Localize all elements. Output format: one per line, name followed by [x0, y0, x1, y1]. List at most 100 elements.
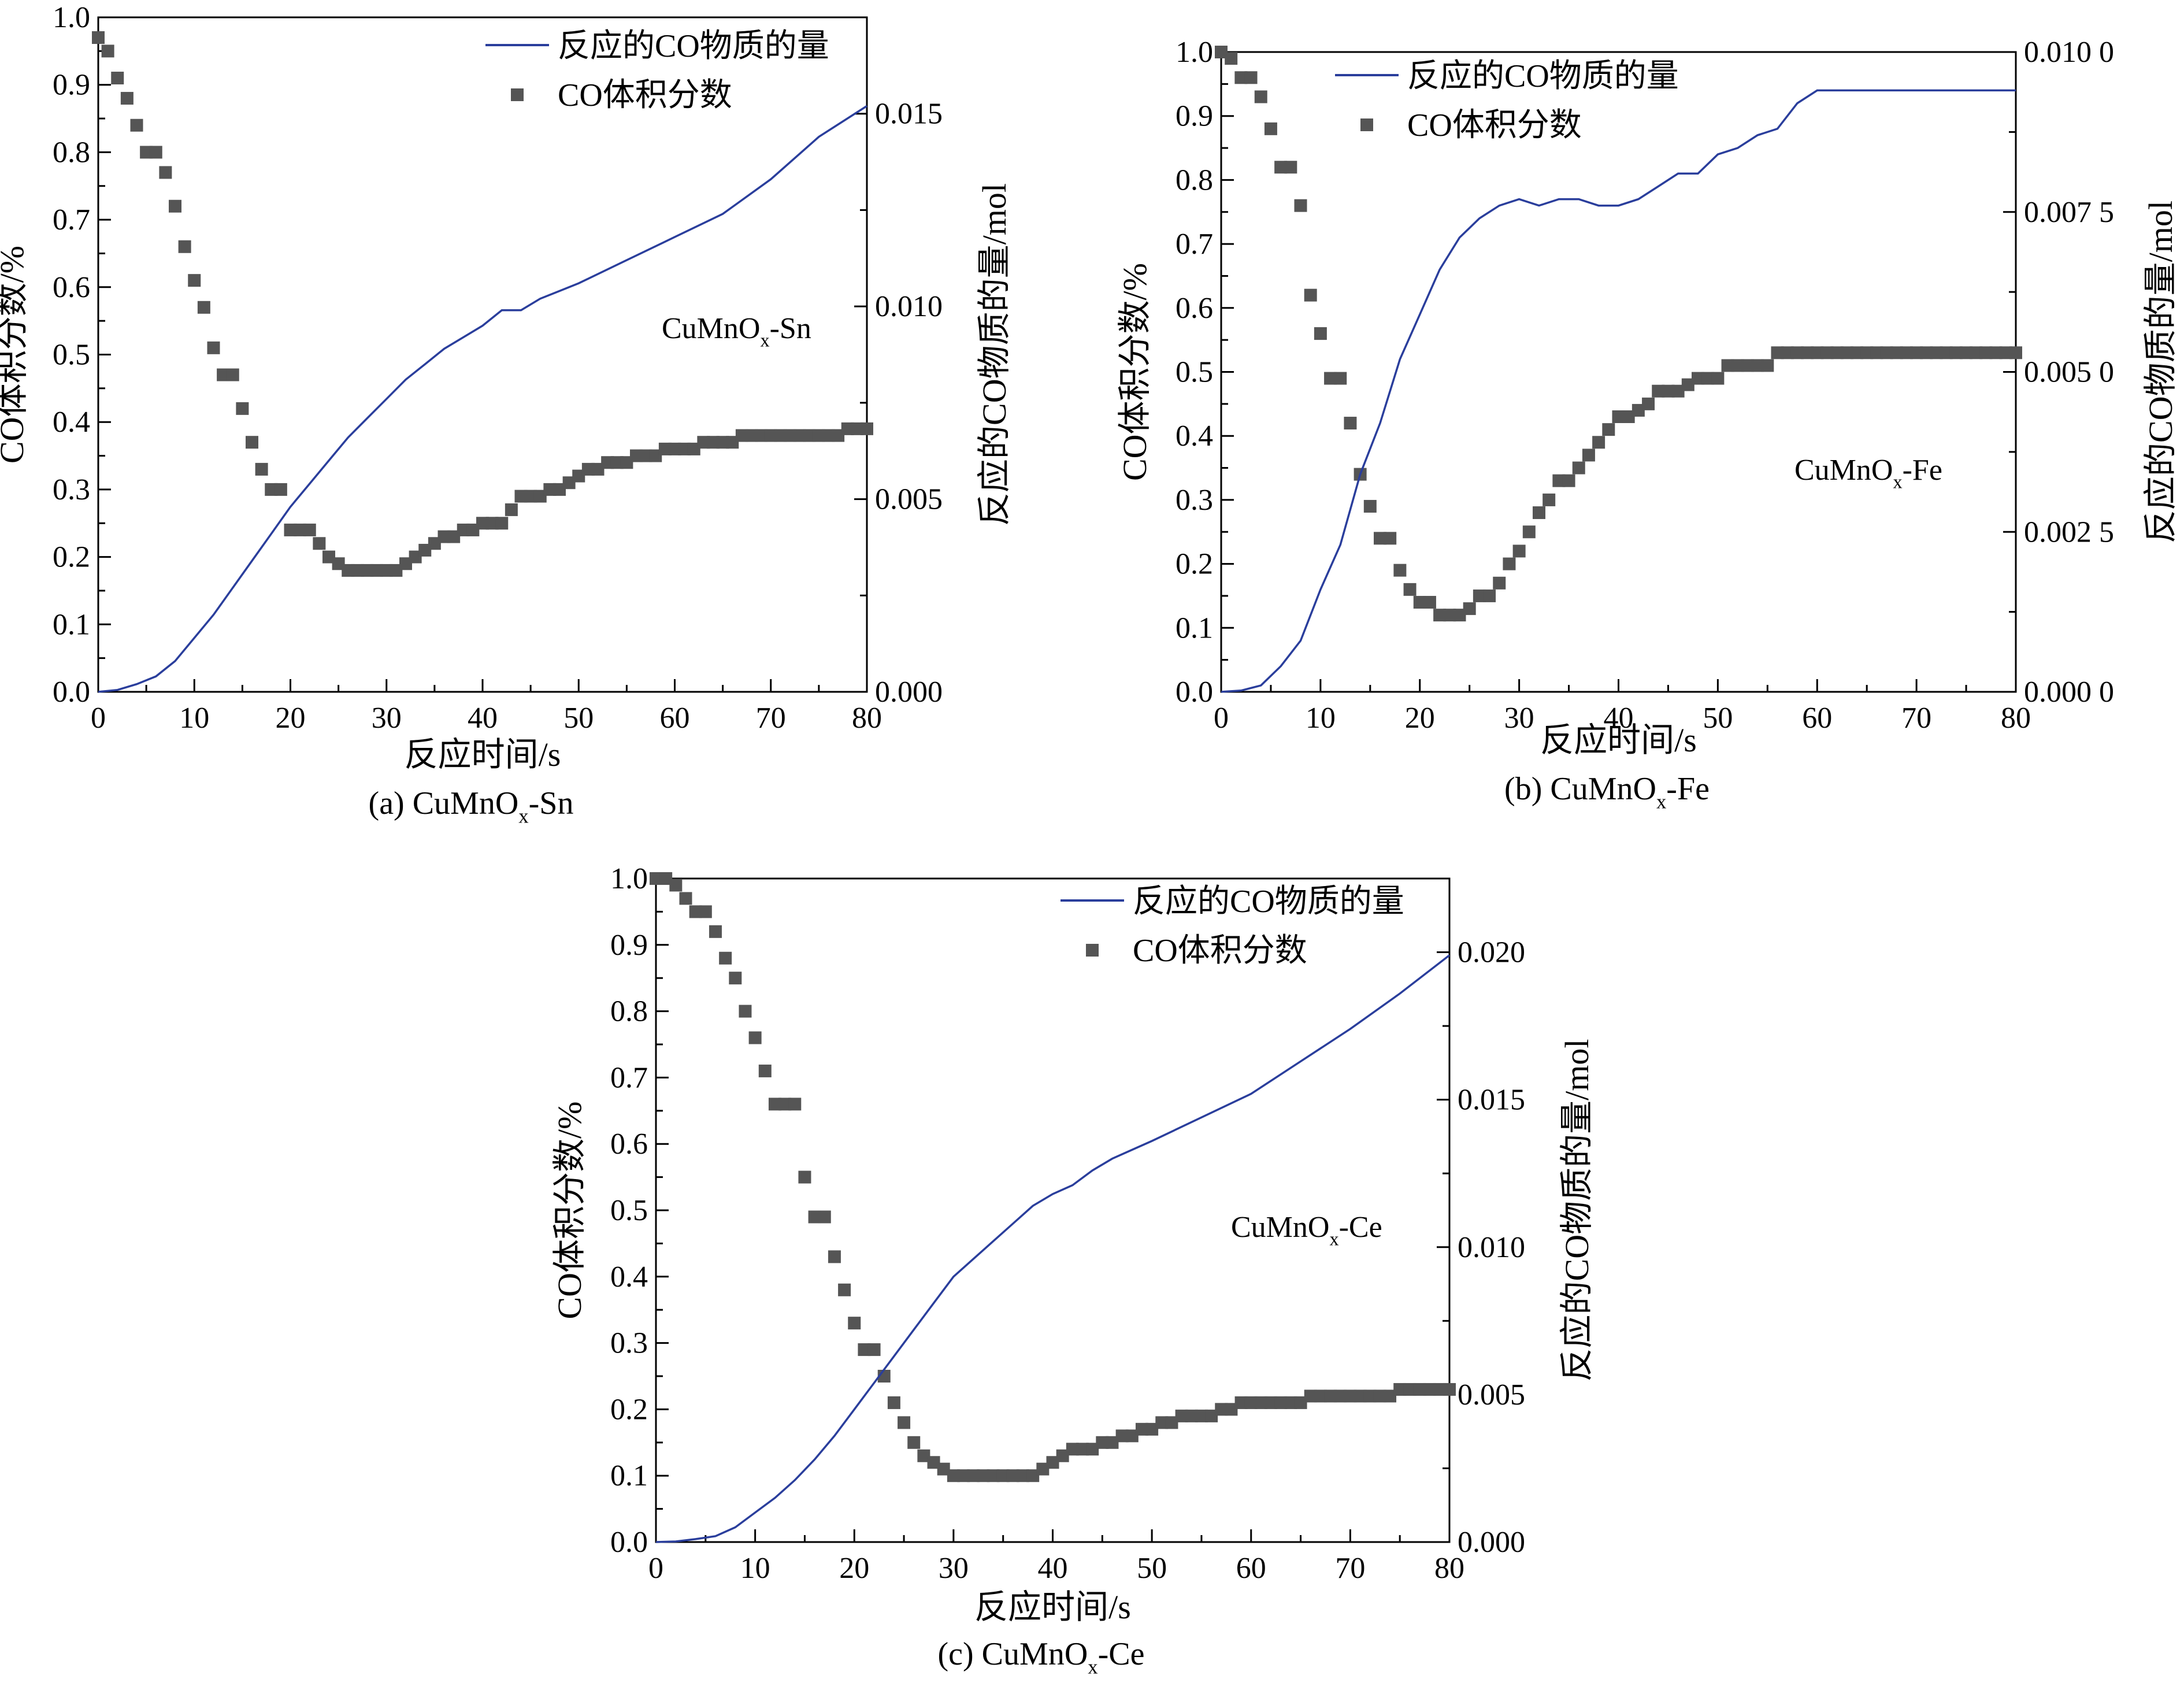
scatter-point	[987, 1469, 1000, 1483]
scatter-point	[1264, 122, 1277, 135]
sample-annotation: CuMnOx-Fe	[1794, 454, 1942, 492]
scatter-point	[1234, 71, 1248, 84]
x-tick-label: 70	[1901, 702, 1931, 735]
scatter-point	[1542, 493, 1556, 506]
scatter-point	[1433, 1383, 1446, 1396]
scatter-point	[1215, 46, 1228, 58]
scatter-point	[967, 1469, 980, 1483]
scatter-point	[658, 442, 672, 455]
scatter-point	[748, 1031, 762, 1044]
y-left-tick-label: 0.5	[1176, 356, 1213, 389]
scatter-point	[1244, 1396, 1258, 1409]
x-axis-label: 反应时间/s	[974, 1588, 1131, 1626]
y-right-tick-label: 0.000 0	[2024, 676, 2114, 709]
scatter-point	[937, 1462, 950, 1476]
scatter-point	[1463, 602, 1476, 616]
scatter-point	[111, 72, 124, 85]
line-series	[98, 105, 867, 693]
y-right-tick-label: 0.005 0	[2024, 356, 2114, 389]
scatter-point	[149, 146, 162, 159]
scatter-point	[1304, 1389, 1317, 1403]
x-tick-label: 0	[1214, 702, 1229, 735]
scatter-point	[591, 462, 605, 476]
scatter-point	[178, 240, 191, 253]
x-tick-label: 60	[1236, 1552, 1266, 1585]
scatter-point	[784, 429, 796, 442]
y-left-tick-label: 0.8	[610, 995, 648, 1028]
scatter-point	[848, 1317, 861, 1330]
y-left-tick-label: 1.0	[1176, 36, 1213, 69]
scatter-point	[1056, 1449, 1069, 1462]
scatter-point	[687, 442, 700, 455]
scatter-point	[1592, 436, 1605, 449]
scatter-point	[1363, 499, 1377, 513]
scatter-point	[1433, 609, 1447, 622]
scatter-point	[1533, 506, 1545, 520]
scatter-point	[957, 1469, 970, 1483]
scatter-point	[457, 523, 470, 536]
y-left-tick-label: 0.2	[53, 541, 90, 574]
scatter-point	[832, 429, 845, 442]
scatter-point	[1771, 346, 1784, 360]
scatter-point	[1314, 327, 1327, 340]
scatter-point	[428, 537, 441, 550]
scatter-point	[1900, 346, 1913, 360]
scatter-point	[1393, 564, 1407, 577]
scatter-point	[1384, 1389, 1397, 1403]
panel-b: 0 10 20 30 40 50 60 70 80 0.0 0.1 0.2 0.3 0.4 0.5 0.6 0.…	[1116, 36, 2179, 813]
scatter-point	[255, 462, 268, 476]
scatter-point	[1860, 346, 1874, 360]
x-tick-label: 20	[276, 702, 306, 735]
scatter-point	[1344, 1389, 1357, 1403]
scatter-point	[1185, 1409, 1198, 1422]
scatter-point	[1830, 346, 1844, 360]
scatter-point	[898, 1416, 911, 1429]
scatter-point	[689, 905, 702, 918]
scatter-point	[1979, 346, 1993, 360]
scatter-point	[1254, 90, 1267, 103]
scatter-point	[1970, 346, 1983, 360]
legend-marker-label: CO体积分数	[1407, 108, 1582, 143]
scatter-point	[1662, 384, 1675, 398]
scatter-point	[1274, 161, 1288, 174]
scatter-point	[1949, 346, 1963, 360]
x-axis-label: 反应时间/s	[405, 736, 561, 773]
scatter-point	[265, 483, 278, 496]
scatter-point	[707, 436, 720, 449]
scatter-point	[409, 550, 422, 564]
scatter-point	[778, 1098, 792, 1111]
line-series	[1221, 89, 2016, 693]
x-tick-label: 10	[179, 702, 209, 735]
y-left-axis-label: CO体积分数/%	[0, 246, 31, 464]
y-right-axis-label: 反应的CO物质的量/mol	[2142, 201, 2179, 543]
y-left-axis-label: CO体积分数/%	[551, 1101, 588, 1319]
scatter-point	[726, 436, 739, 449]
scatter-point	[1195, 1409, 1208, 1422]
scatter-point	[553, 483, 566, 496]
scatter-point	[572, 469, 585, 483]
scatter-point	[1721, 359, 1734, 372]
scatter-point	[1403, 583, 1417, 596]
scatter-point	[1165, 1416, 1178, 1429]
scatter-point	[1304, 288, 1317, 302]
scatter-point	[1820, 346, 1834, 360]
scatter-point	[1205, 1409, 1218, 1422]
scatter-point	[808, 1210, 821, 1224]
scatter-point	[236, 402, 249, 415]
scatter-point	[1741, 359, 1754, 372]
scatter-point	[524, 490, 537, 503]
scatter-point	[543, 483, 557, 496]
scatter-point	[1622, 410, 1635, 423]
scatter-point	[130, 118, 143, 132]
y-left-tick-label: 0.7	[610, 1061, 648, 1094]
panel-caption: (c) CuMnOx-Ce	[938, 1636, 1145, 1678]
scatter-point	[851, 422, 864, 435]
scatter-point	[1483, 589, 1496, 602]
scatter-point	[1453, 609, 1466, 622]
x-tick-label: 70	[1335, 1552, 1365, 1585]
scatter-point	[1403, 1383, 1417, 1396]
y-left-tick-label: 1.0	[610, 862, 648, 895]
y-left-tick-label: 0.3	[1176, 484, 1213, 517]
scatter-point	[1373, 1389, 1386, 1403]
x-tick-label: 20	[839, 1552, 869, 1585]
